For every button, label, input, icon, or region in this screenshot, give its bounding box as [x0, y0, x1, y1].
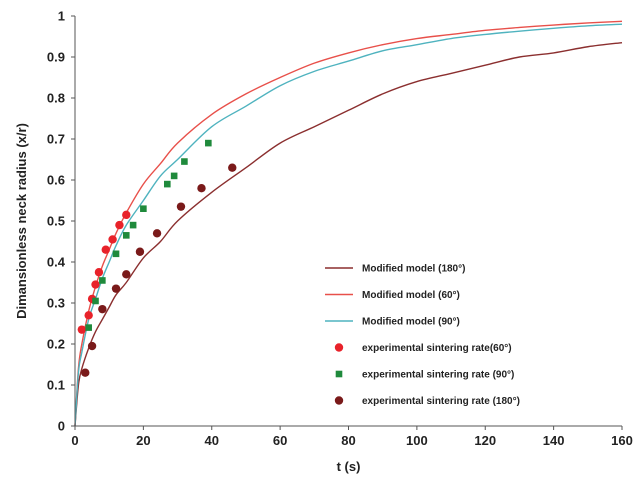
- data-point-experimental-sintering-rate-90: [170, 172, 178, 180]
- data-point-experimental-sintering-rate-180: [81, 368, 90, 377]
- axes: [71, 15, 623, 430]
- series-line-modified-model-180: [74, 41, 623, 427]
- data-point-experimental-sintering-rate-180: [87, 341, 97, 351]
- legend-label-experimental-sintering-rate-180: experimental sintering rate (180°): [362, 396, 520, 407]
- data-point-experimental-sintering-rate-180: [111, 284, 121, 293]
- experimental-points: [77, 139, 237, 377]
- data-point-experimental-sintering-rate-60: [108, 235, 117, 244]
- y-tick-label: 1: [58, 9, 65, 24]
- x-tick-label: 60: [273, 433, 287, 448]
- legend-swatch-experimental-sintering-rate-60: [334, 343, 344, 352]
- data-point-experimental-sintering-rate-60: [115, 220, 124, 230]
- series-line-modified-model-60: [74, 20, 623, 427]
- x-tick-label: 160: [611, 433, 633, 448]
- data-point-experimental-sintering-rate-90: [205, 139, 212, 147]
- legend-label-experimental-sintering-rate-90: experimental sintering rate (90°): [362, 370, 514, 381]
- legend-label-modified-model-90: Modified model (90°): [362, 317, 460, 328]
- legend: Modified model (180°) Modified model (60°…: [325, 264, 520, 407]
- data-point-experimental-sintering-rate-60: [84, 311, 93, 320]
- model-curves: [74, 20, 623, 427]
- y-tick-label: 0.6: [47, 173, 65, 188]
- y-tick-label: 0.8: [47, 91, 65, 106]
- data-point-experimental-sintering-rate-90: [181, 158, 188, 165]
- x-axis-title: t (s): [337, 459, 361, 474]
- data-point-experimental-sintering-rate-180: [152, 229, 162, 238]
- y-tick-label: 0.4: [47, 255, 66, 270]
- data-point-experimental-sintering-rate-180: [228, 163, 237, 172]
- legend-swatch-experimental-sintering-rate-90: [335, 370, 343, 378]
- data-point-experimental-sintering-rate-180: [135, 247, 145, 256]
- y-tick-label: 0.7: [47, 132, 65, 147]
- x-tick-labels: 0 20 40 60 80 100 120 140 160: [71, 433, 632, 448]
- legend-label-modified-model-60: Modified model (60°): [362, 290, 460, 301]
- data-point-experimental-sintering-rate-90: [112, 250, 120, 258]
- x-tick-label: 120: [474, 433, 496, 448]
- data-point-experimental-sintering-rate-90: [140, 205, 147, 212]
- data-point-experimental-sintering-rate-180: [122, 270, 131, 279]
- data-point-experimental-sintering-rate-180: [176, 202, 186, 211]
- y-tick-label: 0: [58, 419, 65, 434]
- series-line-modified-model-90: [74, 23, 623, 427]
- legend-swatch-experimental-sintering-rate-180: [334, 396, 344, 405]
- data-point-experimental-sintering-rate-90: [129, 221, 137, 229]
- y-tick-label: 0.9: [47, 50, 65, 65]
- y-tick-label: 0.1: [47, 378, 65, 393]
- x-tick-label: 100: [406, 433, 428, 448]
- data-point-experimental-sintering-rate-90: [85, 324, 92, 331]
- y-tick-label: 0.2: [47, 337, 65, 352]
- x-tick-label: 140: [543, 433, 565, 448]
- x-tick-label: 0: [71, 433, 78, 448]
- y-tick-label: 0.5: [47, 214, 65, 229]
- data-point-experimental-sintering-rate-60: [91, 280, 100, 289]
- data-point-experimental-sintering-rate-60: [122, 210, 131, 220]
- data-point-experimental-sintering-rate-90: [164, 180, 171, 188]
- y-tick-labels: 0 0.1 0.2 0.3 0.4 0.5 0.6 0.7 0.8 0.9 1: [47, 9, 66, 434]
- legend-label-modified-model-180: Modified model (180°): [362, 264, 465, 275]
- x-tick-label: 80: [341, 433, 355, 448]
- data-point-experimental-sintering-rate-90: [92, 297, 99, 305]
- data-point-experimental-sintering-rate-60: [101, 245, 110, 254]
- y-axis-title: Dimansionless neck radius (x/r): [14, 123, 29, 319]
- data-point-experimental-sintering-rate-180: [98, 304, 107, 314]
- data-point-experimental-sintering-rate-180: [197, 184, 206, 193]
- data-point-experimental-sintering-rate-90: [99, 277, 106, 284]
- data-point-experimental-sintering-rate-90: [122, 232, 130, 239]
- x-tick-label: 40: [205, 433, 219, 448]
- legend-label-experimental-sintering-rate-60: experimental sintering rate(60°): [362, 343, 512, 354]
- x-tick-label: 20: [136, 433, 150, 448]
- data-point-experimental-sintering-rate-60: [77, 325, 87, 334]
- y-tick-label: 0.3: [47, 296, 65, 311]
- data-point-experimental-sintering-rate-60: [94, 268, 104, 277]
